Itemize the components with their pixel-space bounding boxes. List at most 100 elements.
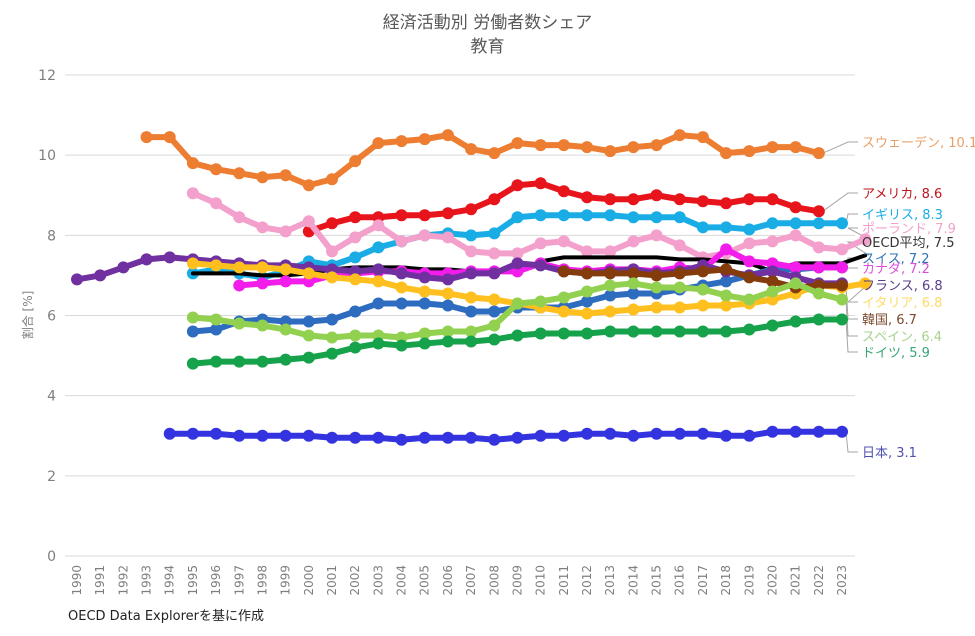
- data-point: [349, 251, 362, 264]
- x-tick-label: 2011: [557, 565, 571, 596]
- data-point: [836, 425, 848, 438]
- data-point: [812, 287, 825, 300]
- data-point: [186, 187, 199, 200]
- data-point: [395, 135, 408, 148]
- data-point: [279, 323, 292, 336]
- x-tick-label: 1990: [70, 565, 84, 596]
- chart-title: 経済活動別 労働者数シェア: [382, 13, 593, 33]
- data-point: [210, 259, 223, 272]
- data-point: [627, 429, 640, 442]
- data-point: [488, 193, 501, 206]
- data-point: [441, 207, 454, 220]
- data-point: [720, 263, 733, 276]
- data-point: [210, 323, 223, 336]
- data-point: [812, 217, 825, 230]
- data-point: [836, 217, 848, 230]
- data-point: [743, 429, 756, 442]
- data-point: [488, 333, 501, 346]
- data-point: [557, 139, 570, 152]
- x-tick-label: 2020: [765, 565, 779, 596]
- data-point: [696, 195, 709, 208]
- data-point: [673, 281, 686, 294]
- data-point: [720, 147, 733, 160]
- x-tick-label: 2023: [835, 565, 849, 596]
- data-point: [534, 259, 547, 272]
- data-point: [256, 261, 269, 274]
- data-point: [673, 301, 686, 314]
- data-point: [650, 211, 663, 224]
- series-スペイン: [186, 277, 848, 344]
- data-point: [326, 271, 338, 284]
- data-point: [372, 337, 385, 350]
- data-point: [743, 271, 756, 284]
- data-point: [650, 139, 663, 152]
- data-point: [233, 317, 246, 330]
- data-point: [279, 275, 292, 288]
- data-point: [581, 245, 593, 258]
- data-point: [349, 305, 362, 318]
- data-point: [349, 155, 362, 168]
- data-point: [557, 209, 570, 222]
- data-point: [465, 335, 478, 348]
- data-point: [488, 305, 501, 318]
- data-point: [604, 427, 617, 440]
- data-point: [650, 281, 663, 294]
- data-point: [604, 193, 617, 206]
- data-point: [627, 267, 640, 280]
- data-point: [302, 351, 315, 364]
- data-point: [720, 325, 733, 338]
- x-tick-label: 2002: [348, 565, 362, 596]
- series-end-label: ドイツ, 5.9: [862, 346, 930, 361]
- data-point: [557, 291, 570, 304]
- x-tick-label: 2012: [580, 565, 594, 596]
- data-point: [534, 429, 547, 442]
- data-point: [465, 229, 478, 242]
- data-point: [302, 215, 315, 228]
- data-point: [836, 293, 848, 306]
- data-point: [534, 327, 547, 340]
- data-point: [581, 285, 593, 298]
- data-point: [836, 313, 848, 326]
- data-point: [627, 303, 640, 316]
- data-point: [465, 245, 478, 258]
- leader-line: [822, 192, 858, 212]
- data-point: [581, 141, 593, 154]
- x-tick-label: 1999: [279, 565, 293, 596]
- series-end-label: スペイン, 6.4: [862, 330, 942, 345]
- data-point: [233, 355, 246, 368]
- y-tick-label: 12: [38, 68, 56, 84]
- data-point: [812, 241, 825, 254]
- data-point: [465, 325, 478, 338]
- data-point: [789, 261, 802, 274]
- data-point: [627, 277, 640, 290]
- x-tick-label: 1995: [186, 565, 200, 596]
- x-tick-label: 2000: [302, 565, 316, 596]
- data-point: [418, 327, 431, 340]
- data-point: [418, 297, 431, 310]
- y-tick-label: 0: [47, 549, 56, 565]
- data-point: [326, 347, 338, 360]
- data-point: [279, 225, 292, 238]
- data-point: [627, 193, 640, 206]
- data-point: [581, 427, 593, 440]
- data-point: [696, 265, 709, 278]
- data-point: [581, 191, 593, 204]
- data-point: [557, 265, 570, 278]
- data-point: [673, 129, 686, 142]
- data-point: [256, 429, 269, 442]
- x-tick-label: 2017: [696, 565, 710, 596]
- data-point: [94, 269, 107, 282]
- series-日本: [163, 425, 848, 446]
- data-point: [256, 171, 269, 184]
- data-point: [766, 217, 779, 230]
- data-point: [186, 311, 199, 324]
- data-point: [117, 261, 130, 274]
- data-point: [418, 431, 431, 444]
- data-point: [650, 427, 663, 440]
- data-point: [372, 431, 385, 444]
- data-point: [511, 137, 524, 150]
- data-point: [279, 263, 292, 276]
- data-point: [140, 131, 153, 144]
- series-end-label: ポーランド, 7.9: [862, 222, 956, 237]
- x-tick-label: 2021: [789, 565, 803, 596]
